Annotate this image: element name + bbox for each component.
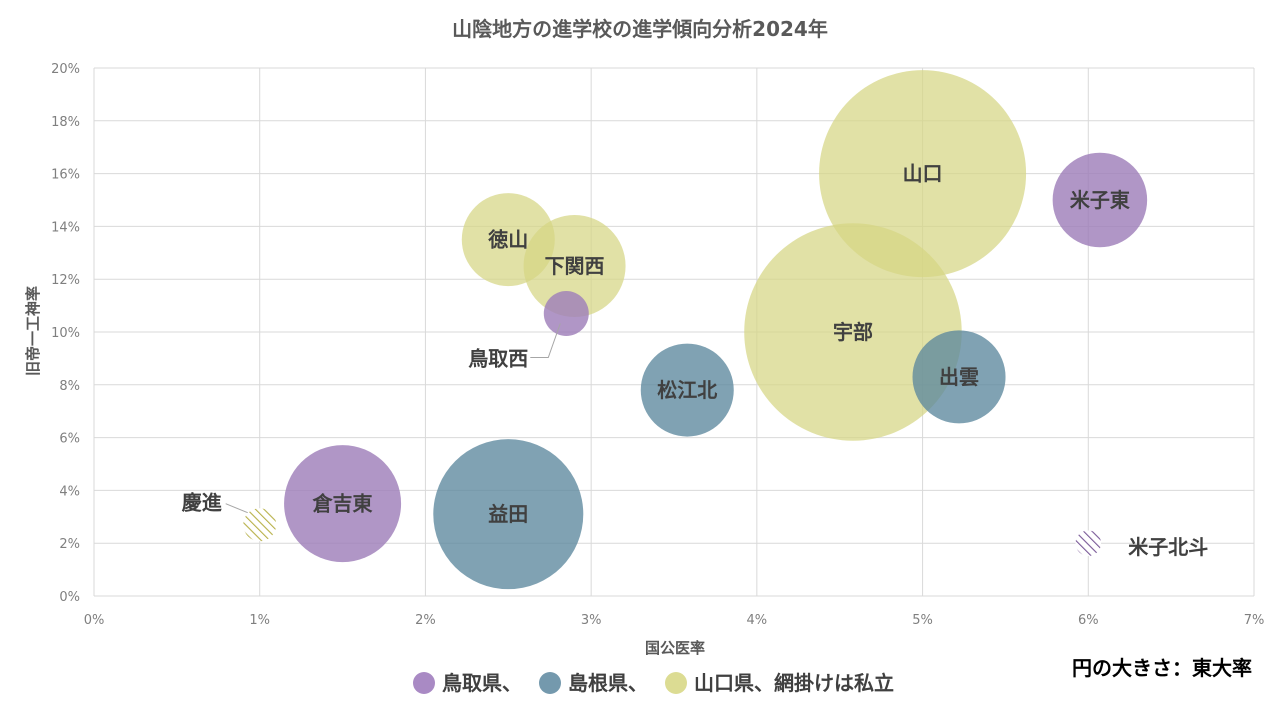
legend-label-tottori: 鳥取県、 xyxy=(442,671,522,695)
y-tick-label: 0% xyxy=(59,590,80,605)
y-tick-label: 10% xyxy=(51,326,80,341)
legend-label-shimane: 島根県、 xyxy=(568,671,648,695)
legend-marker-yamaguchi xyxy=(665,672,687,694)
bubble-shimane-public xyxy=(433,439,584,590)
bubble-label: 慶進 xyxy=(182,491,222,515)
y-axis-title: 旧帝一工神率 xyxy=(24,286,42,376)
x-axis-title: 国公医率 xyxy=(645,639,705,657)
bubble-label: 宇部 xyxy=(833,320,873,344)
bubble-label: 益田 xyxy=(488,502,528,526)
bubble-label: 山口 xyxy=(903,162,943,186)
label-leader-line xyxy=(530,323,561,359)
label-leader-line xyxy=(225,503,248,514)
y-tick-label: 18% xyxy=(51,115,80,130)
chart-title: 山陰地方の進学校の進学傾向分析2024年 xyxy=(452,17,828,41)
bubbles xyxy=(243,70,1148,590)
bubble-yamaguchi-public xyxy=(523,215,626,317)
x-tick-label: 1% xyxy=(249,613,270,628)
x-tick-label: 4% xyxy=(747,613,768,628)
y-tick-label: 16% xyxy=(51,168,80,183)
bubble-yamaguchi-private xyxy=(243,508,277,542)
y-tick-label: 6% xyxy=(59,432,80,447)
x-tick-label: 2% xyxy=(415,613,436,628)
bubble-label: 米子東 xyxy=(1070,188,1130,212)
legend: 鳥取県、 島根県、 山口県、網掛けは私立 xyxy=(413,671,894,695)
y-tick-label: 2% xyxy=(59,537,80,552)
bubble-tottori-public xyxy=(284,445,402,563)
bubble-label: 鳥取西 xyxy=(468,347,528,371)
bubble-shimane-public xyxy=(912,330,1006,424)
bubble-label: 下関西 xyxy=(545,254,605,278)
x-tick-label: 0% xyxy=(84,613,105,628)
legend-marker-tottori xyxy=(413,672,435,694)
y-tick-label: 12% xyxy=(51,273,80,288)
x-tick-label: 6% xyxy=(1078,613,1099,628)
y-tick-label: 8% xyxy=(59,379,80,394)
bubble-tottori-public xyxy=(1052,152,1148,248)
bubble-tottori-private xyxy=(1075,530,1102,556)
x-tick-label: 7% xyxy=(1244,613,1265,628)
y-tick-label: 20% xyxy=(51,62,80,77)
x-tick-label: 5% xyxy=(912,613,933,628)
bubble-tottori-public xyxy=(543,291,589,337)
bubble-label: 米子北斗 xyxy=(1128,535,1208,559)
legend-label-yamaguchi: 山口県、網掛けは私立 xyxy=(694,671,894,695)
bubble-label: 倉吉東 xyxy=(312,492,373,516)
axis-tick-labels: 0% 1% 2% 3% 4% 5% 6% 7% 0% 2% 4% 6% 8% 10% 12% 14% 16% 18… xyxy=(51,62,1264,628)
bubble-label: 出雲 xyxy=(939,365,979,389)
legend-marker-shimane xyxy=(539,672,561,694)
bubble-size-note: 円の大きさ：東大率 xyxy=(1072,656,1252,680)
x-tick-label: 3% xyxy=(581,613,602,628)
y-tick-label: 14% xyxy=(51,220,80,235)
bubble-label: 徳山 xyxy=(487,228,528,252)
bubble-yamaguchi-public xyxy=(744,223,962,441)
bubble-label: 松江北 xyxy=(657,378,717,402)
bubble-shimane-public xyxy=(640,343,734,437)
bubble-yamaguchi-public xyxy=(819,70,1027,278)
y-tick-label: 4% xyxy=(59,484,80,499)
